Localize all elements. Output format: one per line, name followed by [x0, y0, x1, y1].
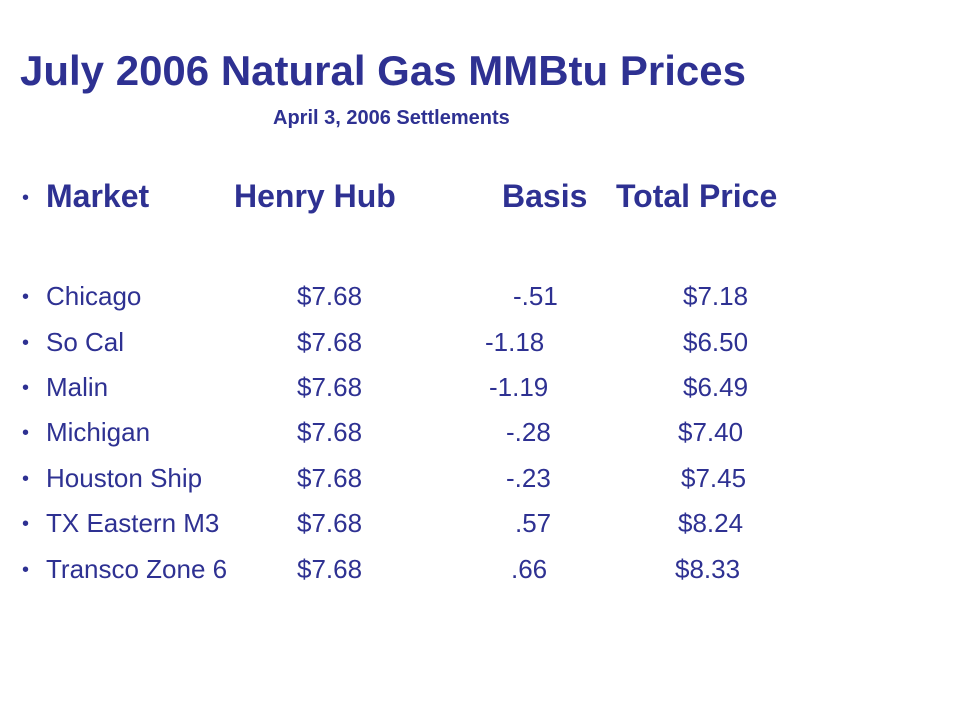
henry-hub-price: $7.68: [297, 281, 363, 311]
table-row: • TX Eastern M3 $7.68 .57 $8.24: [0, 510, 960, 550]
slide-title: July 2006 Natural Gas MMBtu Prices: [20, 47, 746, 94]
henry-hub-price: $7.68: [297, 417, 363, 447]
header-market: Market: [46, 178, 150, 214]
table-row: • Transco Zone 6 $7.68 .66 $8.33: [0, 556, 960, 596]
basis-value: -.23: [506, 463, 551, 493]
basis-value: -.51: [513, 281, 558, 311]
table-row: • Chicago $7.68 -.51 $7.18: [0, 283, 960, 323]
bullet-icon: •: [22, 513, 30, 535]
market-name: Chicago: [46, 281, 142, 311]
henry-hub-price: $7.68: [297, 372, 363, 402]
bullet-icon: •: [22, 468, 30, 490]
table-row: • So Cal $7.68 -1.18 $6.50: [0, 329, 960, 369]
bullet-icon: •: [22, 286, 30, 308]
table-row: • Houston Ship $7.68 -.23 $7.45: [0, 465, 960, 505]
total-price: $6.50: [683, 327, 749, 357]
bullet-icon: •: [22, 377, 30, 399]
basis-value: -1.19: [489, 372, 549, 402]
header-basis: Basis: [502, 178, 588, 214]
total-price: $6.49: [683, 372, 749, 402]
market-name: So Cal: [46, 327, 125, 357]
bullet-icon: •: [22, 332, 30, 354]
bullet-icon: •: [22, 187, 30, 209]
total-price: $8.24: [678, 508, 744, 538]
henry-hub-price: $7.68: [297, 463, 363, 493]
table-row: • Malin $7.68 -1.19 $6.49: [0, 374, 960, 414]
basis-value: .57: [515, 508, 552, 538]
table-row: • Michigan $7.68 -.28 $7.40: [0, 419, 960, 459]
basis-value: -1.18: [485, 327, 545, 357]
henry-hub-price: $7.68: [297, 508, 363, 538]
market-name: Michigan: [46, 417, 151, 447]
bullet-icon: •: [22, 559, 30, 581]
market-name: Transco Zone 6: [46, 554, 228, 584]
market-name: Malin: [46, 372, 109, 402]
slide-subtitle: April 3, 2006 Settlements: [273, 107, 510, 129]
market-name: Houston Ship: [46, 463, 203, 493]
henry-hub-price: $7.68: [297, 554, 363, 584]
basis-value: -.28: [506, 417, 551, 447]
henry-hub-price: $7.68: [297, 327, 363, 357]
header-henry-hub: Henry Hub: [234, 178, 396, 214]
header-row: • Market Henry Hub Basis Total Price: [0, 180, 960, 220]
total-price: $7.45: [681, 463, 747, 493]
market-name: TX Eastern M3: [46, 508, 220, 538]
header-total-price: Total Price: [616, 178, 778, 214]
basis-value: .66: [511, 554, 548, 584]
total-price: $8.33: [675, 554, 741, 584]
bullet-icon: •: [22, 422, 30, 444]
total-price: $7.18: [683, 281, 749, 311]
total-price: $7.40: [678, 417, 744, 447]
